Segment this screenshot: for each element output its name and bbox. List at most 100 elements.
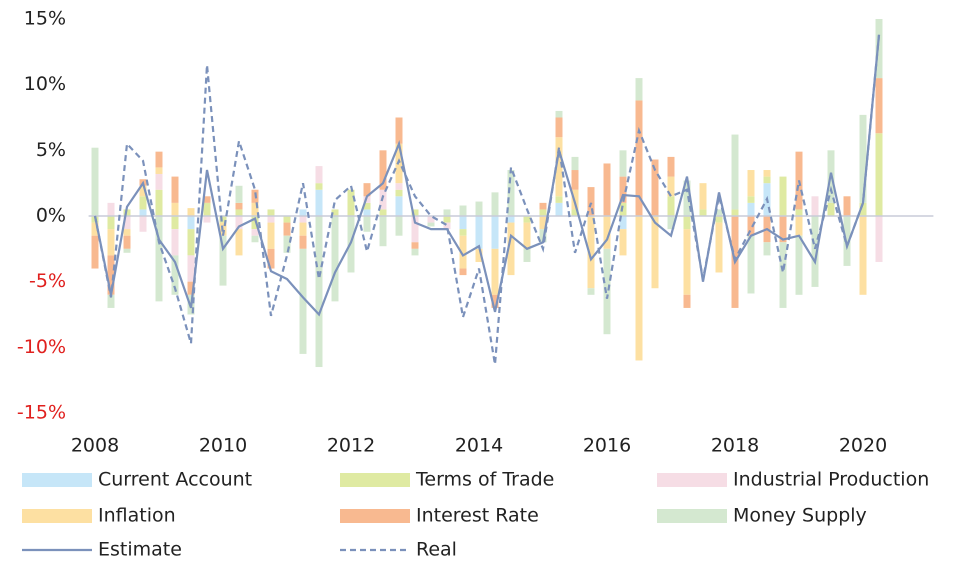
bar-segment (555, 110, 563, 118)
bar-segment (843, 216, 851, 266)
bar-segment (555, 202, 563, 216)
bar-segment (139, 216, 147, 232)
legend-item: Interest Rate (340, 505, 539, 527)
bar-segment (859, 216, 867, 295)
bar-segment (555, 196, 563, 203)
legend-item: Current Account (22, 469, 252, 491)
bar-segment (731, 209, 739, 216)
bar-segment (267, 216, 275, 223)
bar-segment (251, 202, 259, 216)
legend-item: Inflation (22, 505, 176, 527)
bar-segment (539, 216, 547, 230)
bar-segment (267, 209, 275, 216)
bar-segment (715, 209, 723, 216)
bar-segment (219, 216, 227, 223)
bar-segment (171, 255, 179, 295)
y-tick-label: 0% (36, 205, 66, 227)
bar-segment (555, 137, 563, 197)
bar-segment (107, 202, 115, 216)
bar-segment (203, 196, 211, 203)
bar-segment (187, 216, 195, 230)
bar-segment (91, 147, 99, 216)
bar-segment (779, 242, 787, 308)
legend-item: Industrial Production (657, 469, 929, 491)
bar-segment (587, 216, 595, 289)
bar-segment (635, 100, 643, 216)
bar-segment (603, 248, 611, 335)
bar-segment (91, 235, 99, 269)
bar-segment (107, 216, 115, 230)
bar-segment (459, 216, 467, 230)
bar-segment (411, 242, 419, 249)
bar-segment (443, 216, 451, 223)
bar-segment (459, 229, 467, 236)
bar-segment (363, 202, 371, 210)
bar-segment (459, 235, 467, 269)
bar-segment (123, 248, 131, 253)
bar-segment (155, 173, 163, 190)
bar-segment (715, 222, 723, 273)
bar-segment (459, 205, 467, 216)
bar-segment (171, 229, 179, 256)
bar-segment (523, 222, 531, 249)
bar-segment (107, 255, 115, 295)
legend-swatch (340, 473, 410, 487)
bar-segment (539, 229, 547, 243)
x-tick-label: 2014 (455, 435, 503, 457)
bar-segment (635, 78, 643, 101)
bar-segment (683, 229, 691, 295)
bar-segment (667, 196, 675, 216)
bar-segment (363, 209, 371, 216)
bar-segment (427, 222, 435, 227)
bar-segment (763, 242, 771, 256)
bar-segment (187, 281, 195, 295)
bar-segment (171, 202, 179, 216)
bar-segment (523, 216, 531, 223)
bar-segment (635, 216, 643, 361)
bar-segment (363, 183, 371, 197)
legend-swatch (22, 509, 92, 523)
bar-segment (667, 156, 675, 177)
bar-segment (443, 209, 451, 216)
bar-segment (795, 216, 803, 236)
bar-segment (523, 248, 531, 262)
bar-segment (267, 248, 275, 269)
bar-segment (283, 216, 291, 223)
bar-segment (859, 114, 867, 203)
legend-label: Money Supply (733, 505, 867, 527)
bar-segment (811, 216, 819, 287)
legend-label: Real (416, 539, 457, 561)
bar-segment (395, 183, 403, 190)
bar-segment (187, 229, 195, 256)
bar-segment (155, 216, 163, 302)
bar-segment (203, 202, 211, 216)
bar-segment (731, 134, 739, 210)
legend-swatch (657, 509, 727, 523)
legend-item: Estimate (22, 539, 182, 561)
y-tick-label: -5% (29, 270, 66, 292)
bar-segment (283, 222, 291, 236)
bar-segment (251, 229, 259, 236)
bar-segment (747, 235, 755, 294)
bar-segment (379, 150, 387, 190)
bar-segment (107, 229, 115, 256)
bar-segment (539, 202, 547, 210)
legend-item: Terms of Trade (340, 469, 554, 491)
bar-segment (187, 255, 195, 282)
x-tick-label: 2010 (199, 435, 247, 457)
bar-segment (619, 176, 627, 203)
bar-segment (427, 216, 435, 223)
bar-segment (603, 216, 611, 249)
bar-segment (619, 150, 627, 177)
bar-segment (811, 196, 819, 216)
bar-segment (315, 183, 323, 190)
bar-segment (379, 209, 387, 216)
bar-segment (107, 294, 115, 308)
bar-segment (779, 176, 787, 216)
line-series (93, 34, 881, 317)
legend-swatch (657, 473, 727, 487)
bar-segment (619, 229, 627, 256)
y-tick-label: 10% (24, 73, 66, 95)
bar-segment (139, 196, 147, 210)
